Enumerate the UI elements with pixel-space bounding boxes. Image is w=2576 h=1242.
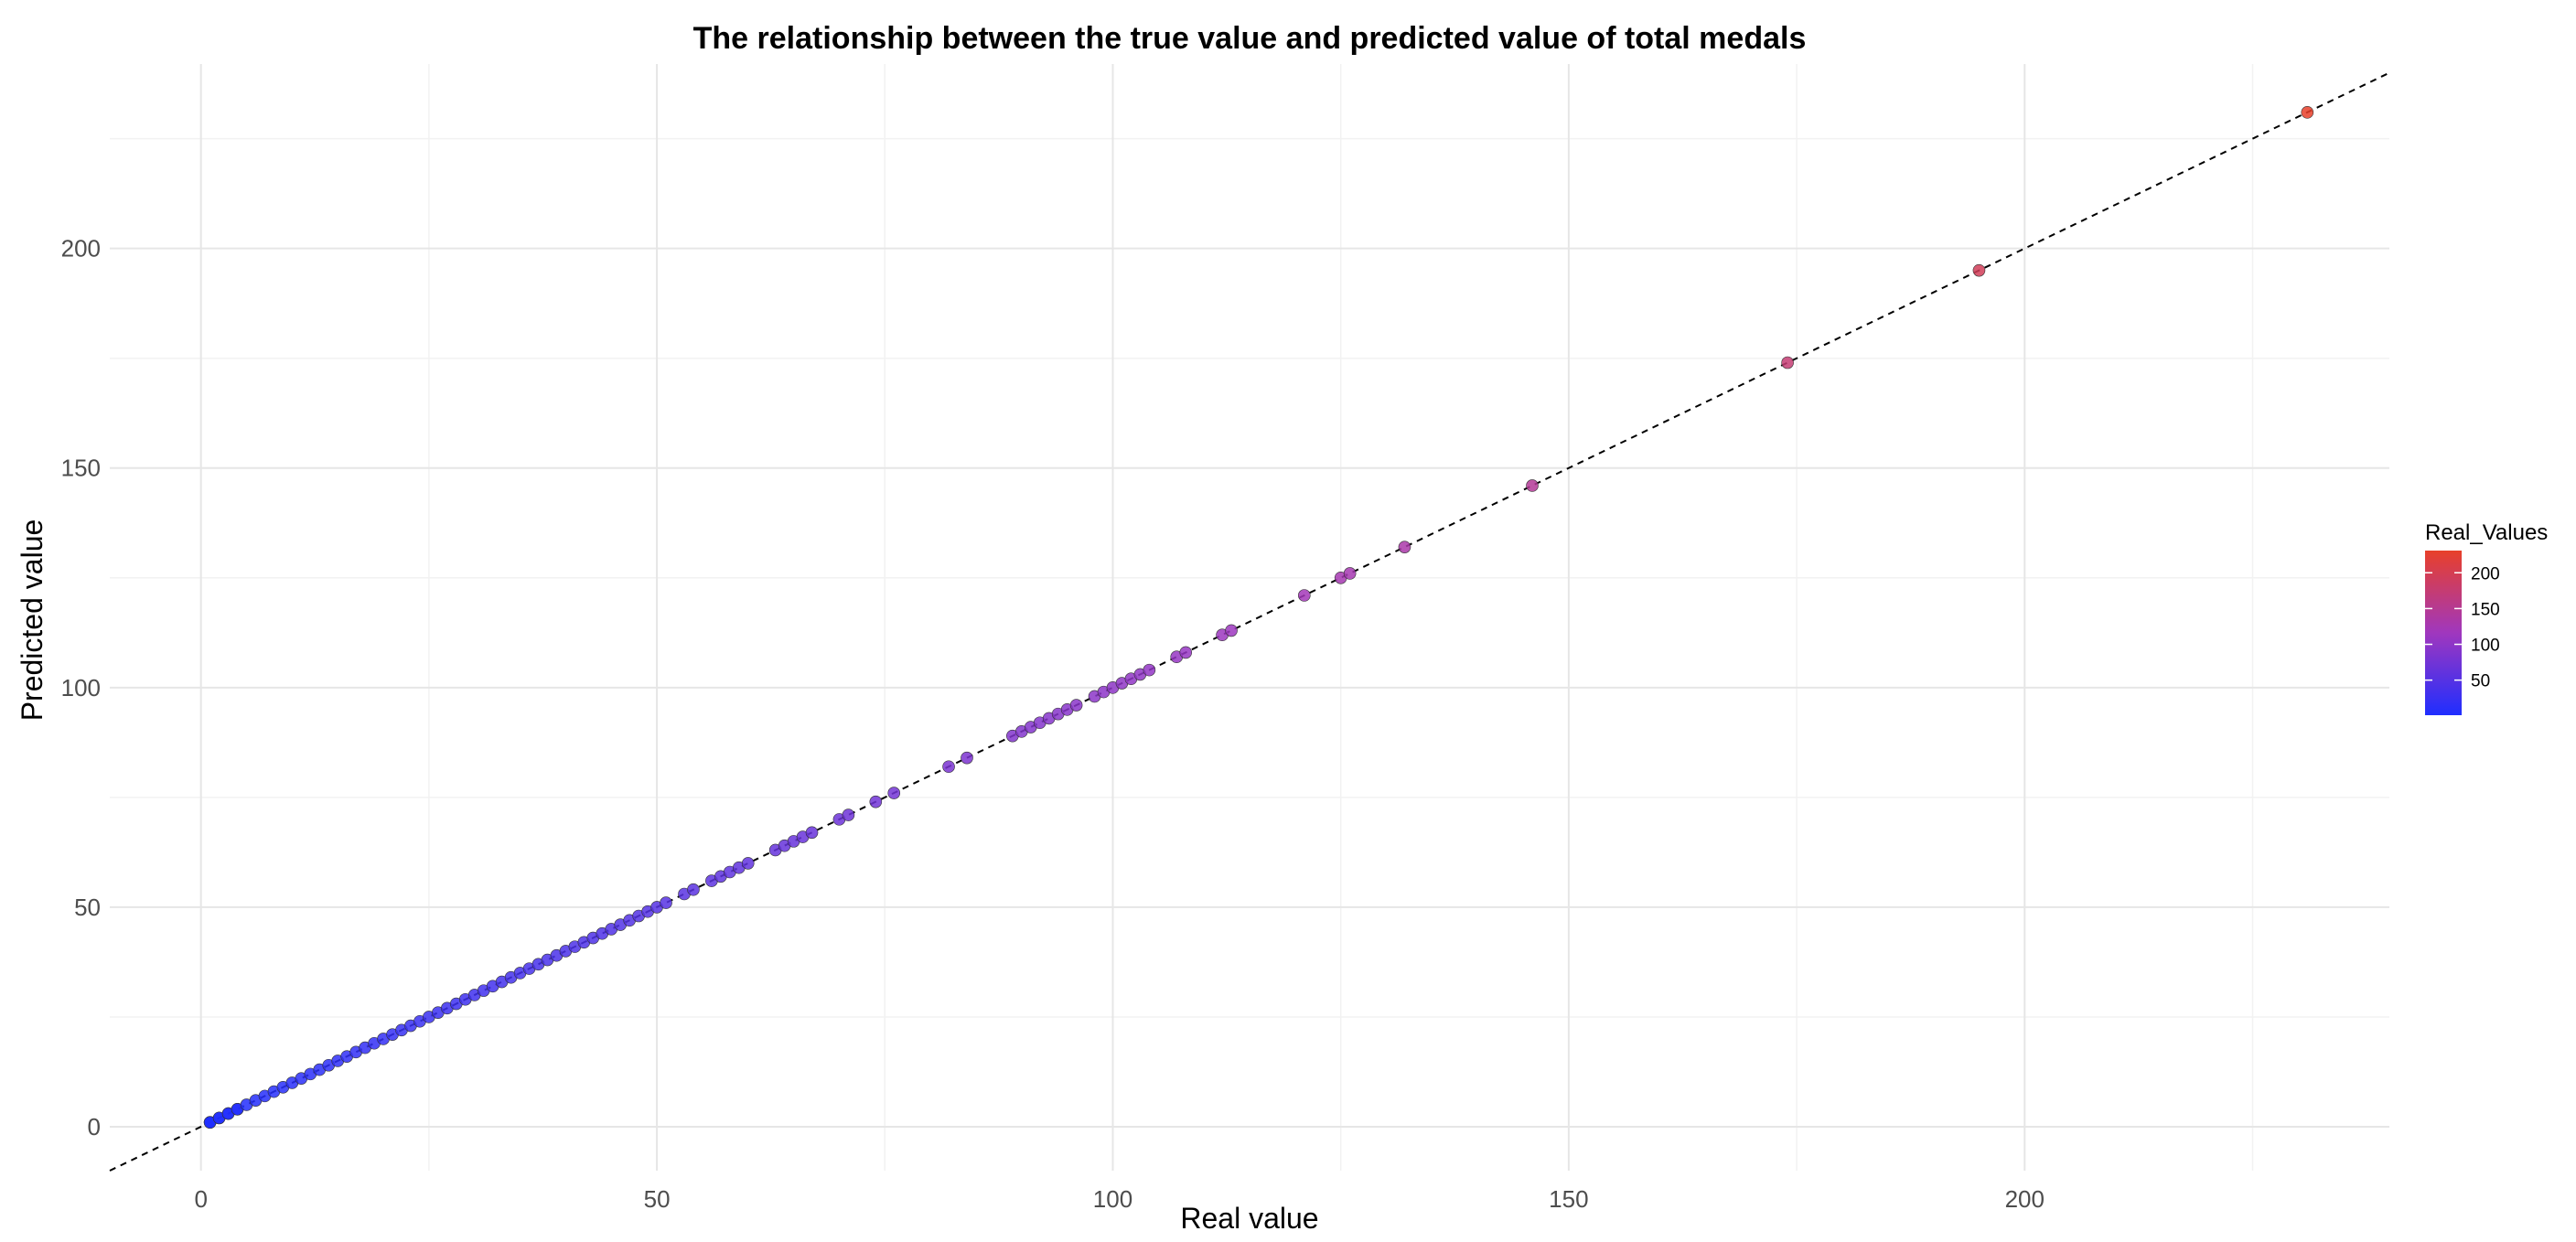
data-point xyxy=(842,808,855,821)
x-tick-label: 50 xyxy=(644,1185,671,1213)
y-tick-label: 50 xyxy=(74,894,101,921)
y-tick-label: 200 xyxy=(61,235,101,262)
data-point xyxy=(805,826,819,840)
data-point xyxy=(1298,589,1311,602)
data-point xyxy=(1972,263,1986,277)
data-point xyxy=(1398,541,1411,553)
data-point xyxy=(1179,646,1193,659)
y-axis-title: Predicted value xyxy=(16,519,48,722)
data-point xyxy=(1343,567,1357,580)
y-axis-ticks: 0 50 100 150 200 xyxy=(61,235,101,1140)
legend-ticks: 50 100 150 200 xyxy=(2425,564,2500,691)
x-tick-label: 150 xyxy=(1549,1185,1588,1213)
data-point xyxy=(687,883,700,896)
y-tick-label: 0 xyxy=(88,1113,101,1140)
major-gridlines xyxy=(110,64,2389,1171)
y-tick-label: 100 xyxy=(61,674,101,701)
data-point xyxy=(1225,624,1238,637)
x-tick-label: 200 xyxy=(2005,1185,2045,1213)
data-point xyxy=(942,760,955,774)
data-point xyxy=(2301,106,2314,119)
chart-title: The relationship between the true value … xyxy=(693,21,1807,56)
data-point xyxy=(869,795,883,808)
data-point xyxy=(1781,356,1794,369)
data-point xyxy=(1143,663,1156,677)
x-axis-ticks: 0 50 100 150 200 xyxy=(194,1185,2045,1213)
data-point xyxy=(1069,699,1083,712)
points-layer xyxy=(203,106,2314,1129)
legend-tick-label: 100 xyxy=(2471,637,2500,656)
data-point xyxy=(961,751,973,765)
data-point xyxy=(741,857,755,870)
x-tick-label: 0 xyxy=(194,1185,207,1213)
data-point xyxy=(887,787,901,799)
x-tick-label: 100 xyxy=(1093,1185,1132,1213)
data-point xyxy=(660,896,672,909)
legend-tick-label: 150 xyxy=(2471,600,2500,619)
legend: Real_Values 50 100 150 200 xyxy=(2425,520,2548,715)
legend-title: Real_Values xyxy=(2425,520,2548,545)
data-point xyxy=(1526,479,1539,492)
y-tick-label: 150 xyxy=(61,455,101,482)
x-axis-title: Real value xyxy=(1180,1202,1318,1235)
legend-colorbar xyxy=(2425,551,2462,715)
legend-tick-label: 200 xyxy=(2471,564,2500,584)
legend-tick-label: 50 xyxy=(2471,672,2490,691)
